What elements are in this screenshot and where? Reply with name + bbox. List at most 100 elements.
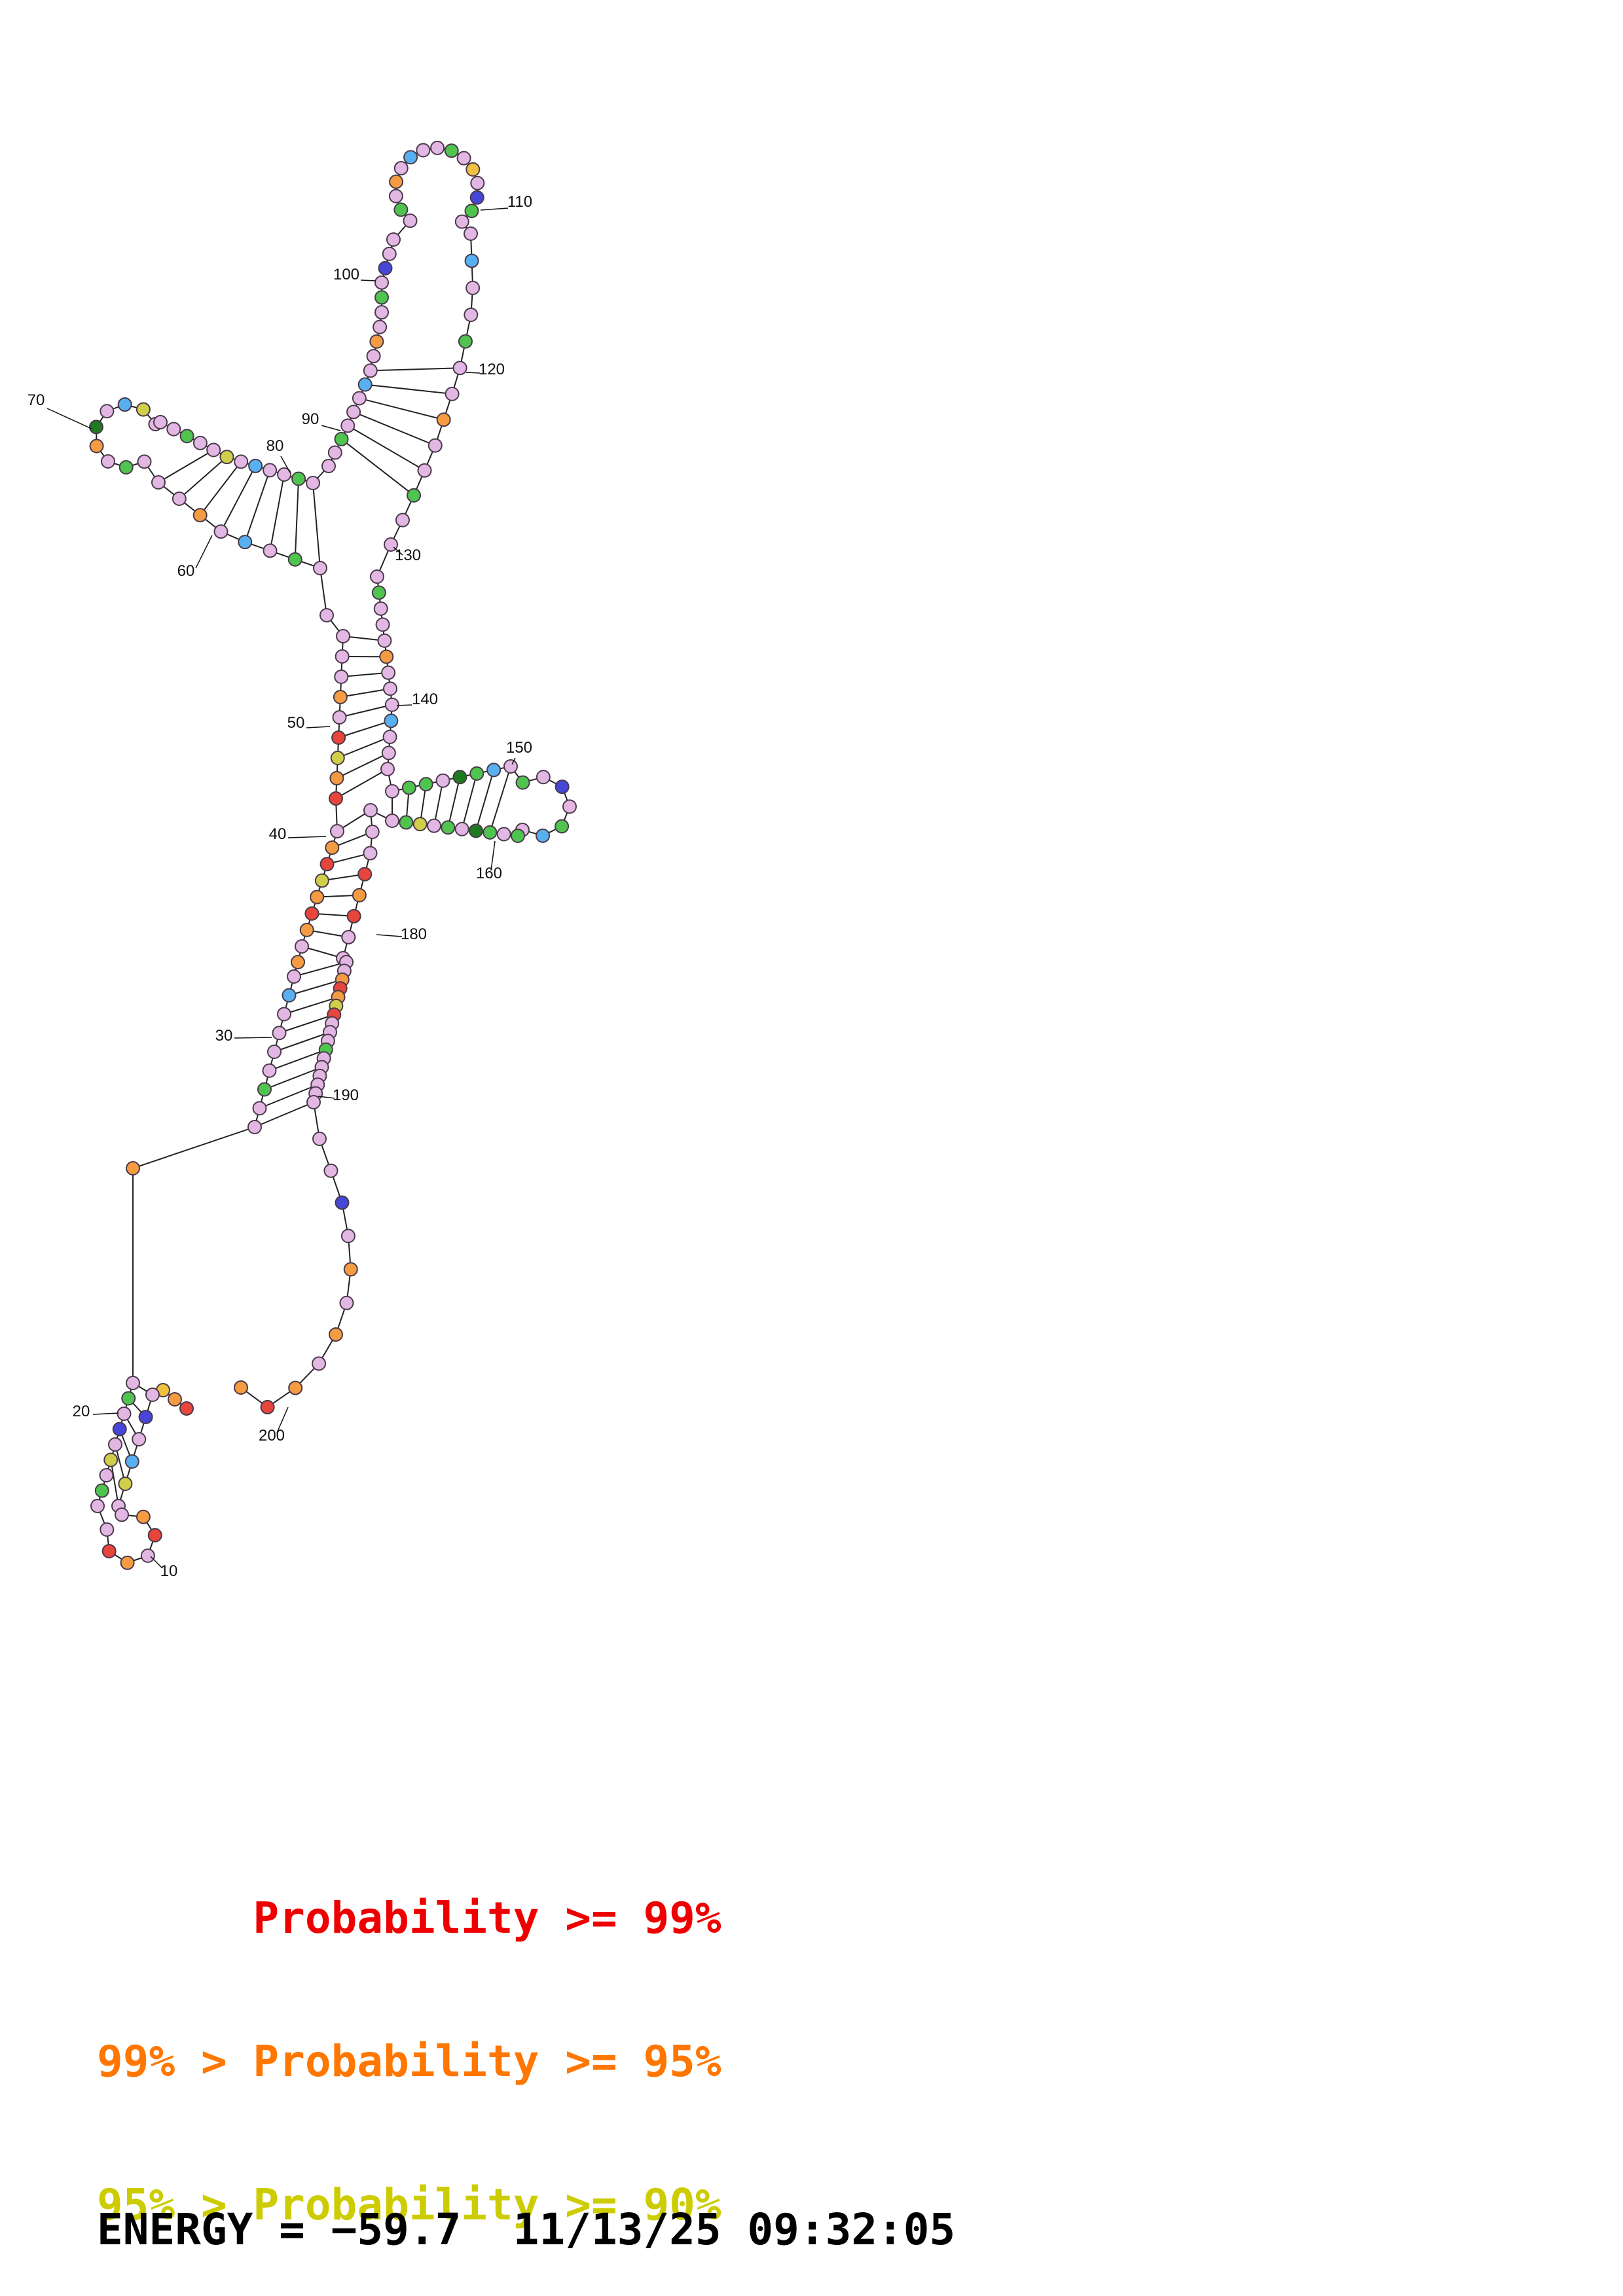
nucleotide-node <box>99 1468 114 1482</box>
nucleotide-node <box>304 906 319 921</box>
nucleotide-node <box>257 1082 272 1097</box>
nucleotide-node <box>252 1101 267 1116</box>
nucleotide-node <box>192 508 208 523</box>
nucleotide-node <box>378 260 393 276</box>
nucleotide-node <box>464 307 479 322</box>
nucleotide-node <box>319 608 334 622</box>
nucleotide-node <box>319 857 335 872</box>
nucleotide-node <box>555 819 570 834</box>
nucleotide-node <box>333 690 348 704</box>
label-tick-line <box>393 547 403 556</box>
nucleotide-node <box>295 939 309 954</box>
nucleotide-node <box>377 633 392 648</box>
label-tick-line <box>465 372 481 374</box>
nucleotide-node <box>458 334 473 349</box>
label-tick-line <box>306 726 331 728</box>
nucleotide-node <box>153 415 168 429</box>
label-tick-line <box>360 279 376 281</box>
nucleotide-node <box>124 1454 139 1469</box>
nucleotide-node <box>352 391 367 406</box>
nucleotide-node <box>112 1422 127 1437</box>
label-tick-line <box>234 1037 272 1039</box>
nucleotide-node <box>272 1026 287 1041</box>
nucleotide-node <box>137 454 152 469</box>
nucleotide-node <box>445 386 460 401</box>
nucleotide-node <box>299 922 314 937</box>
nucleotide-node <box>465 280 481 295</box>
position-label: 60 <box>177 562 195 580</box>
nucleotide-node <box>363 803 378 817</box>
position-label: 120 <box>479 361 505 378</box>
nucleotide-node <box>291 955 305 969</box>
nucleotide-node <box>115 1507 130 1522</box>
nucleotide-node <box>380 762 395 776</box>
nucleotide-node <box>89 439 104 454</box>
nucleotide-node <box>435 773 450 788</box>
position-label: 40 <box>269 825 287 843</box>
nucleotide-node <box>469 823 483 838</box>
position-label: 140 <box>412 691 438 708</box>
position-label: 80 <box>266 437 284 455</box>
nucleotide-node <box>456 151 471 166</box>
nucleotide-node <box>416 143 431 158</box>
nucleotide-node <box>147 1528 162 1543</box>
nucleotide-node <box>312 1132 327 1146</box>
nucleotide-node <box>126 1161 140 1175</box>
nucleotide-node <box>452 770 467 785</box>
pair-rungs <box>110 367 511 1507</box>
nucleotide-node <box>503 759 518 774</box>
nucleotide-node <box>288 1380 303 1395</box>
nucleotide-node <box>335 1195 350 1210</box>
nucleotide-node <box>399 815 414 830</box>
nucleotide-node <box>385 814 399 828</box>
nucleotide-node <box>312 1356 327 1371</box>
nucleotide-node <box>352 888 367 903</box>
legend-line-95-99: 99% > Probability >= 95% <box>97 2036 721 2087</box>
position-label: 190 <box>333 1086 359 1104</box>
nucleotide-node <box>119 459 134 475</box>
nucleotide-node <box>373 319 388 334</box>
nucleotide-node <box>374 275 389 290</box>
nucleotide-node <box>555 780 570 795</box>
nucleotide-node <box>486 762 501 778</box>
nucleotide-node <box>234 454 249 469</box>
nucleotide-node <box>192 435 208 450</box>
nucleotide-node <box>329 791 343 806</box>
nucleotide-node <box>340 418 356 433</box>
nucleotide-node <box>496 827 511 842</box>
position-label: 150 <box>506 739 532 757</box>
energy-text: ENERGY = −59.7 11/13/25 09:32:05 <box>97 2204 956 2255</box>
nucleotide-node <box>469 190 484 205</box>
nucleotide-node <box>117 397 132 412</box>
label-tick-line <box>318 1096 335 1099</box>
nucleotide-node <box>100 1522 115 1537</box>
nucleotide-node <box>536 828 551 843</box>
position-label: 200 <box>259 1427 285 1444</box>
nucleotide-node <box>287 552 302 567</box>
nucleotide-node <box>339 1295 354 1310</box>
nucleotide-node <box>321 459 336 473</box>
position-label: 90 <box>302 410 319 428</box>
nucleotide-node <box>454 821 469 836</box>
nucleotide-node <box>103 1452 119 1467</box>
nucleotide-node <box>346 404 361 420</box>
nucleotide-node <box>382 246 397 261</box>
nucleotide-node <box>382 729 397 744</box>
nucleotide-node <box>120 1555 135 1570</box>
nucleotide-node <box>469 766 484 781</box>
nucleotide-node <box>417 463 432 478</box>
nucleotide-node <box>151 475 166 490</box>
nucleotide-node <box>403 213 418 228</box>
nucleotide-node <box>213 524 228 539</box>
nucleotide-node <box>393 202 409 217</box>
nucleotide-node <box>346 908 361 924</box>
label-tick-line <box>46 408 92 429</box>
nucleotide-node <box>385 784 399 798</box>
nucleotide-node <box>430 141 445 156</box>
nucleotide-node <box>291 471 306 486</box>
nucleotide-node <box>365 825 380 840</box>
nucleotide-node <box>363 363 378 378</box>
nucleotide-node <box>287 969 301 984</box>
nucleotide-node <box>166 422 181 437</box>
